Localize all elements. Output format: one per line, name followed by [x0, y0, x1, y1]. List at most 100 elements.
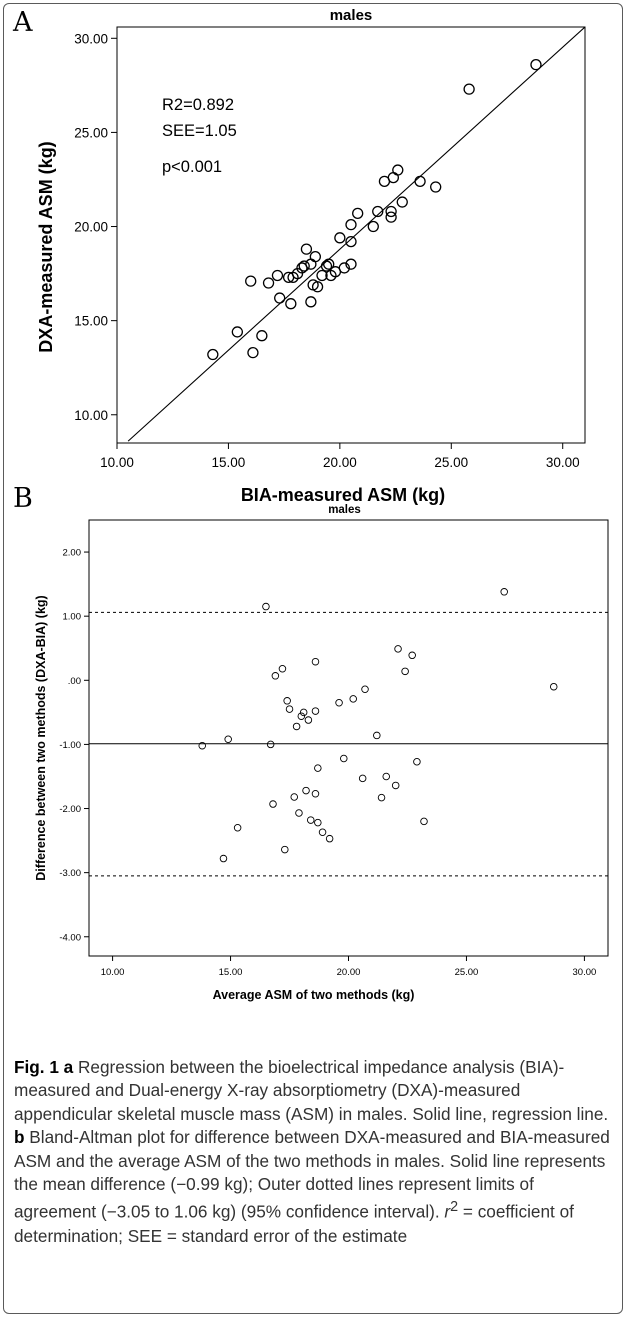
data-point	[283, 697, 291, 705]
regression-line	[127, 27, 585, 442]
y-tick-label: 15.00	[74, 314, 108, 329]
data-point	[274, 292, 286, 304]
data-point	[349, 695, 357, 703]
data-point	[500, 588, 508, 596]
x-tick-label: 25.00	[434, 455, 468, 470]
data-point	[285, 705, 294, 713]
data-point	[262, 277, 275, 289]
data-point	[314, 818, 322, 827]
data-point	[392, 164, 404, 176]
plot-frame	[116, 26, 586, 444]
stat-annotation: R2=0.892	[162, 96, 234, 114]
data-point	[463, 83, 475, 95]
data-point	[256, 330, 268, 342]
data-point	[278, 665, 287, 673]
data-point	[345, 235, 357, 248]
data-point	[271, 269, 284, 282]
x-tick-label: 30.00	[573, 967, 597, 978]
data-point	[367, 220, 379, 233]
data-point	[335, 698, 343, 707]
stat-annotation: p<0.001	[162, 158, 222, 176]
x-tick-label: 25.00	[455, 967, 479, 978]
plot-frame	[88, 519, 609, 957]
data-point	[549, 682, 558, 691]
data-point	[391, 781, 400, 790]
bland-altman-chart: males 10.00 15.00 20.00 25.00 30.00 2.00 1.00 .0…	[34, 504, 609, 1002]
y-tick-label: 10.00	[74, 408, 108, 423]
x-axis-label: Average ASM of two methods (kg)	[213, 988, 415, 1002]
data-point	[414, 175, 426, 188]
stat-annotation: SEE=1.05	[162, 122, 237, 140]
y-axis-label: DXA-measured ASM (kg)	[36, 141, 56, 352]
caption-part-b-label: b	[14, 1127, 25, 1148]
chart-title: males	[328, 504, 361, 516]
data-point	[387, 171, 399, 184]
data-point	[345, 258, 357, 270]
caption-fig-label: Fig. 1	[14, 1057, 59, 1077]
data-point	[233, 824, 242, 832]
data-point	[372, 205, 384, 218]
data-point	[262, 602, 270, 611]
data-point	[530, 58, 542, 71]
data-point	[352, 207, 364, 220]
data-point	[207, 348, 219, 361]
chart-title: males	[330, 7, 373, 24]
x-tick-label: 15.00	[219, 967, 243, 978]
data-point	[304, 716, 313, 724]
data-point	[408, 651, 416, 660]
data-point	[295, 809, 303, 817]
y-tick-label: -2.00	[59, 804, 81, 815]
caption-r2-exp: 2	[450, 1199, 459, 1216]
data-point	[219, 854, 228, 863]
data-point	[305, 258, 317, 270]
data-point	[361, 685, 369, 694]
data-point	[302, 786, 310, 795]
data-point	[420, 817, 428, 826]
data-point	[385, 205, 397, 218]
y-tick-label: 25.00	[74, 125, 108, 140]
x-tick-label: 10.00	[100, 455, 134, 470]
y-tick-label: -4.00	[59, 932, 81, 943]
y-tick-label: .00	[68, 676, 81, 687]
y-tick-label: 20.00	[74, 220, 108, 235]
data-point	[385, 211, 397, 223]
data-point	[318, 828, 327, 837]
x-axis-label: BIA-measured ASM (kg)	[241, 485, 445, 505]
data-point	[231, 326, 243, 338]
data-point	[245, 275, 257, 287]
data-point	[311, 707, 320, 715]
data-point	[311, 281, 324, 293]
figure-caption: Fig. 1 a Regression between the bioelect…	[14, 1056, 612, 1248]
caption-part-b-text: Bland-Altman plot for difference between…	[14, 1127, 610, 1223]
x-tick-label: 20.00	[323, 455, 357, 470]
data-point	[309, 250, 321, 263]
data-point	[266, 740, 275, 749]
data-point	[345, 218, 357, 231]
data-point	[247, 346, 259, 359]
regression-chart: males 10.00 15.00 20.00 25.00 30.00 10.00 15.00…	[36, 7, 586, 505]
panel-b-letter: B	[13, 483, 33, 514]
data-point	[413, 757, 421, 766]
data-point	[297, 712, 306, 720]
data-point	[299, 708, 308, 717]
data-point	[373, 731, 381, 740]
data-point	[198, 741, 206, 750]
data-point	[323, 258, 335, 270]
data-point	[325, 834, 334, 843]
data-point	[281, 845, 289, 854]
data-point	[290, 793, 298, 801]
y-tick-label: -1.00	[59, 740, 81, 751]
caption-tail-text: = coefficient of determination; SEE = st…	[14, 1202, 574, 1246]
x-tick-label: 10.00	[101, 967, 125, 978]
data-point	[338, 262, 350, 274]
data-point	[320, 260, 333, 272]
data-point	[358, 774, 367, 783]
data-point	[224, 735, 232, 744]
data-point	[307, 816, 315, 824]
data-point	[396, 196, 408, 208]
data-point	[305, 296, 317, 308]
data-point	[311, 790, 320, 798]
data-point	[292, 722, 301, 731]
data-point	[311, 657, 320, 666]
data-point	[271, 672, 280, 680]
